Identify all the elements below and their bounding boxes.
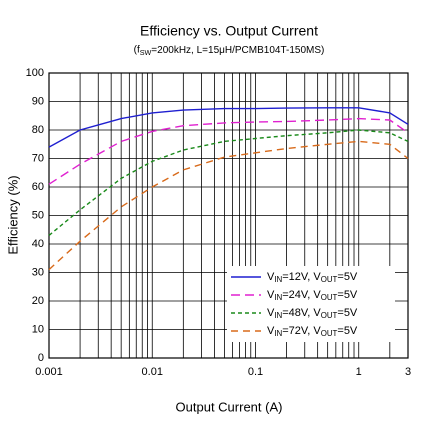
x-tick-label: 0.1 bbox=[248, 366, 263, 378]
y-tick-label: 10 bbox=[32, 323, 44, 335]
y-tick-label: 40 bbox=[32, 238, 44, 250]
y-tick-label: 20 bbox=[32, 295, 44, 307]
chart-title: Efficiency vs. Output Current bbox=[140, 23, 318, 39]
legend-label: VIN=48V, VOUT=5V bbox=[267, 307, 358, 320]
x-tick-label: 0.001 bbox=[35, 366, 63, 378]
y-tick-label: 30 bbox=[32, 266, 44, 278]
y-tick-label: 70 bbox=[32, 152, 44, 164]
y-tick-label: 90 bbox=[32, 95, 44, 107]
legend-label: VIN=12V, VOUT=5V bbox=[267, 271, 358, 284]
y-axis-label: Efficiency (%) bbox=[5, 175, 20, 254]
x-tick-label: 3 bbox=[405, 366, 411, 378]
legend-label: VIN=24V, VOUT=5V bbox=[267, 289, 358, 302]
series-line bbox=[48, 140, 409, 271]
series-line bbox=[48, 117, 409, 185]
x-tick-label: 1 bbox=[356, 366, 362, 378]
x-axis-label: Output Current (A) bbox=[176, 399, 283, 414]
y-tick-label: 80 bbox=[32, 124, 44, 136]
series-line bbox=[48, 107, 409, 148]
chart-subtitle: (fSW=200kHz, L=15μH/PCMB104T-150MS) bbox=[134, 45, 325, 57]
y-tick-label: 50 bbox=[32, 209, 44, 221]
y-tick-label: 0 bbox=[38, 352, 44, 364]
legend-label: VIN=72V, VOUT=5V bbox=[267, 325, 358, 338]
y-tick-label: 60 bbox=[32, 181, 44, 193]
y-tick-label: 100 bbox=[26, 67, 44, 79]
series-line bbox=[48, 129, 409, 236]
plot-frame bbox=[48, 72, 409, 359]
x-tick-label: 0.01 bbox=[142, 366, 163, 378]
legend-box bbox=[227, 266, 395, 342]
